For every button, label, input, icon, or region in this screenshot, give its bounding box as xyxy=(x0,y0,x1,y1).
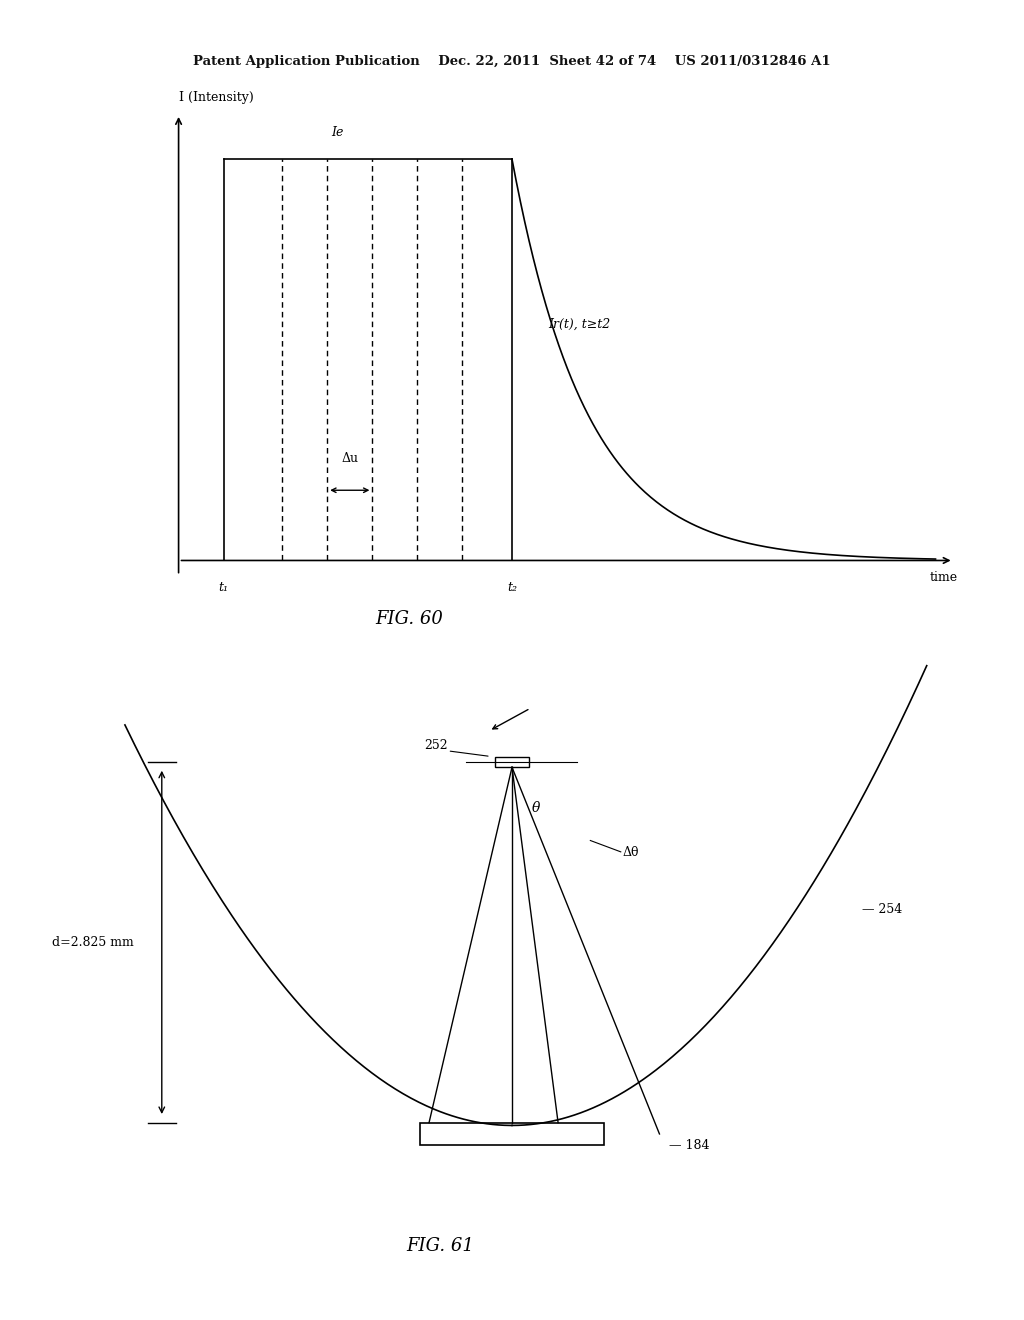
Text: Δu: Δu xyxy=(341,453,358,465)
Text: t₁: t₁ xyxy=(219,581,228,594)
Text: d=2.825 mm: d=2.825 mm xyxy=(52,936,134,949)
Text: Δθ: Δθ xyxy=(623,846,639,859)
Text: — 254: — 254 xyxy=(862,903,902,916)
Text: FIG. 61: FIG. 61 xyxy=(407,1237,474,1255)
Text: — 184: — 184 xyxy=(669,1139,710,1152)
Text: FIG. 60: FIG. 60 xyxy=(376,610,443,628)
Text: Patent Application Publication    Dec. 22, 2011  Sheet 42 of 74    US 2011/03128: Patent Application Publication Dec. 22, … xyxy=(194,55,830,69)
Text: t₂: t₂ xyxy=(507,581,517,594)
Text: 252: 252 xyxy=(424,739,447,751)
Text: time: time xyxy=(930,570,958,583)
Text: Ie: Ie xyxy=(331,127,343,139)
Text: Ir(t), t≥t2: Ir(t), t≥t2 xyxy=(548,318,610,331)
Text: θ: θ xyxy=(532,800,541,814)
Text: I (Intensity): I (Intensity) xyxy=(178,91,253,104)
